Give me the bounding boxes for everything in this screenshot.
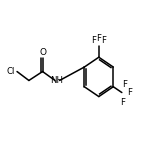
Text: NH: NH xyxy=(50,76,63,85)
Text: F: F xyxy=(101,36,106,45)
Text: F: F xyxy=(128,88,132,97)
Text: F: F xyxy=(123,80,128,89)
Text: O: O xyxy=(39,48,46,57)
Text: F: F xyxy=(120,98,125,107)
Text: F: F xyxy=(96,35,101,43)
Text: F: F xyxy=(92,36,96,45)
Text: Cl: Cl xyxy=(7,67,15,76)
